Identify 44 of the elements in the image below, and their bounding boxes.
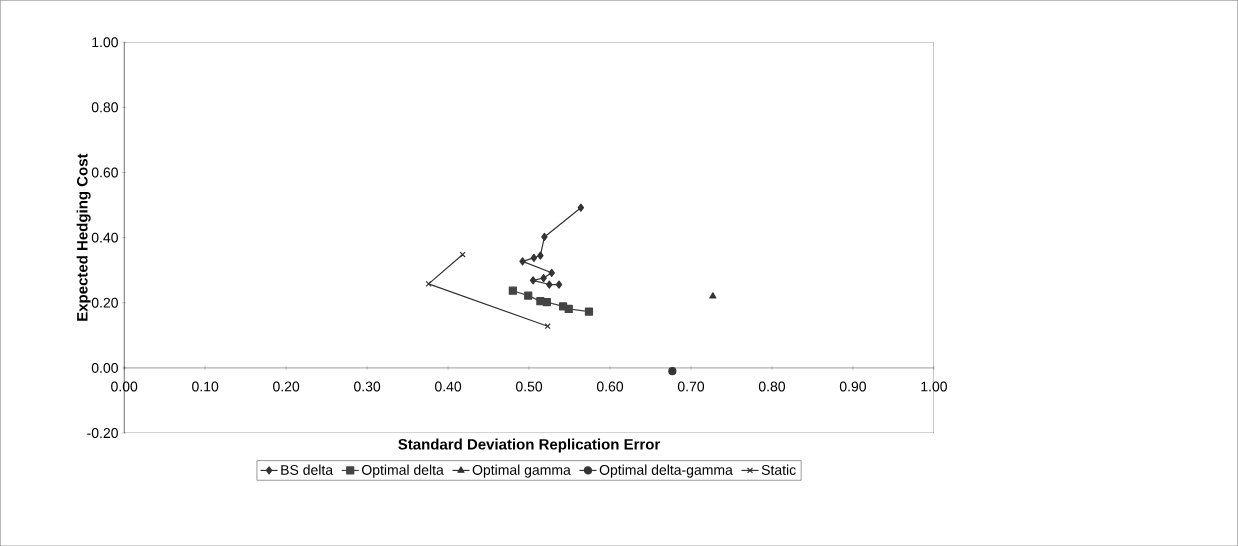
point <box>530 253 538 262</box>
legend-label: Optimal delta-gamma <box>599 464 733 478</box>
legend-label: Optimal gamma <box>472 464 571 478</box>
x-tick-label: 0.30 <box>354 381 381 392</box>
point <box>577 203 585 212</box>
point <box>548 268 555 277</box>
point <box>584 307 594 316</box>
point <box>542 297 551 307</box>
x-tick-label: 0.50 <box>515 381 543 392</box>
y-tick-label: 0.60 <box>91 167 118 178</box>
point <box>524 291 533 300</box>
point <box>564 304 573 313</box>
x-tick-label: 0.80 <box>758 381 786 392</box>
x-tick-label: 0.60 <box>596 381 624 392</box>
x-tick-label: 1.00 <box>921 381 947 392</box>
point <box>555 280 563 289</box>
x-tick-label: 0.40 <box>434 381 462 392</box>
y-tick-label: 0.80 <box>91 102 118 113</box>
point <box>519 257 526 266</box>
y-tick-label: -0.20 <box>87 427 118 438</box>
point <box>709 292 717 299</box>
legend-label: Optimal delta <box>362 464 444 478</box>
point <box>540 273 547 283</box>
x-tick-label: 0.70 <box>677 381 705 392</box>
legend-label: Static <box>761 464 796 475</box>
point <box>544 323 551 330</box>
x-tick-label: 0.20 <box>273 381 300 392</box>
point <box>537 251 544 260</box>
x-tick-label: 0.00 <box>111 381 138 392</box>
point <box>508 286 517 295</box>
y-tick-label: 0.00 <box>91 362 118 373</box>
legend-label: BS delta <box>281 464 334 475</box>
y-tick-label: 0.40 <box>91 232 118 243</box>
x-tick-label: 0.90 <box>839 381 867 392</box>
point <box>668 366 677 376</box>
y-axis-title: Expected Hedging Cost <box>76 153 91 321</box>
point <box>425 280 432 287</box>
y-tick-label: 0.20 <box>91 297 118 308</box>
point <box>546 280 553 289</box>
point <box>541 232 548 241</box>
point <box>529 276 537 285</box>
x-axis-title: Standard Deviation Replication Error <box>398 438 661 453</box>
y-tick-label: 1.00 <box>92 37 118 48</box>
x-tick-label: 0.10 <box>192 381 219 392</box>
